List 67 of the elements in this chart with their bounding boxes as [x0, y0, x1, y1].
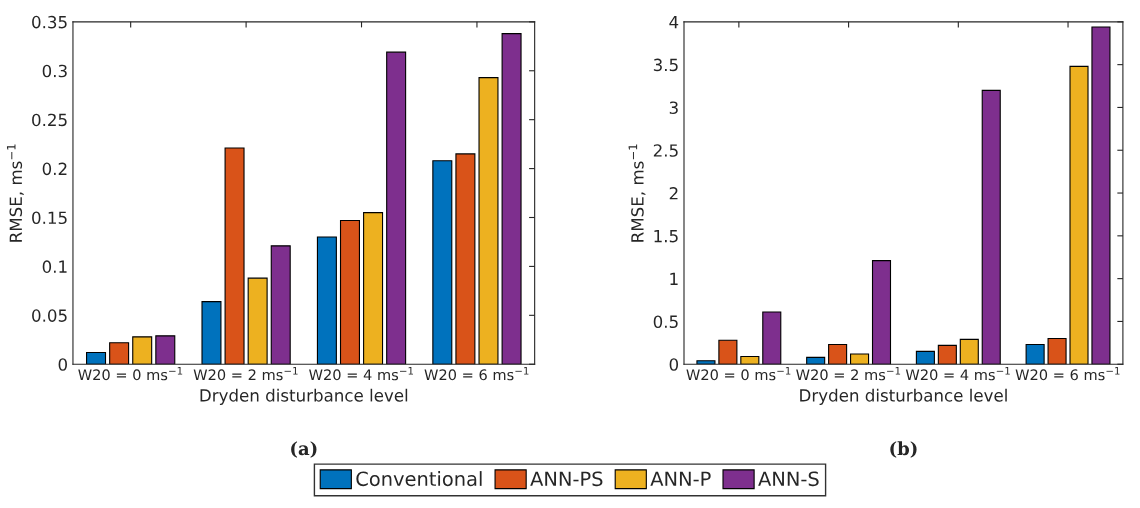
- bar: [201, 301, 222, 365]
- bar: [270, 245, 291, 365]
- bar: [247, 277, 268, 365]
- y-tick-label: 0.35: [32, 15, 67, 29]
- x-tick-label: W20 = 4 ms$^{−1}$: [905, 367, 1010, 381]
- bar: [132, 336, 153, 365]
- y-tick-label: 0.05: [32, 309, 67, 322]
- bar: [386, 51, 407, 365]
- y-tick-label: 3.5: [653, 58, 678, 72]
- y-tick-label: 0.15: [32, 211, 67, 225]
- y-tick-label: 1.5: [654, 230, 678, 243]
- text: (a): [291, 441, 317, 458]
- bar: [828, 343, 848, 365]
- y-tick-label: 0.3: [42, 64, 67, 78]
- bar: [850, 353, 870, 365]
- bar: [959, 338, 979, 365]
- x-axis-title: Dryden disturbance level: [800, 388, 1007, 405]
- y-tick-label: 2.5: [653, 144, 678, 157]
- bar: [363, 212, 384, 365]
- bar: [339, 219, 360, 365]
- bar: [432, 160, 453, 365]
- bar: [455, 153, 476, 365]
- y-axis-title: RMSE, ms$^{−1}$: [628, 144, 646, 242]
- legend-label: ANN-P: [650, 471, 711, 486]
- bar: [1091, 26, 1111, 365]
- legend-label: ANN-S: [758, 471, 819, 487]
- bar: [740, 355, 760, 365]
- x-axis-title: Dryden disturbance level: [200, 388, 408, 405]
- bar: [478, 77, 499, 365]
- text: (b): [890, 441, 917, 458]
- bar: [915, 350, 935, 365]
- y-tick-label: 0.25: [32, 113, 67, 127]
- y-tick-label: 4: [669, 16, 679, 29]
- x-tick-label: W20 = 0 ms$^{−1}$: [686, 367, 791, 381]
- x-tick-label: W20 = 0 ms$^{−1}$: [78, 367, 183, 381]
- y-tick-label: 0: [58, 358, 67, 371]
- y-tick-label: 1: [670, 272, 678, 285]
- bar: [316, 236, 337, 365]
- bar: [762, 311, 782, 365]
- x-tick-label: W20 = 2 ms$^{−1}$: [193, 367, 298, 381]
- y-tick-label: 0.1: [42, 260, 67, 273]
- x-tick-label: W20 = 2 ms$^{−1}$: [796, 367, 901, 381]
- bar: [501, 33, 522, 365]
- bar: [1025, 343, 1045, 365]
- legend-label: ANN-PS: [530, 471, 603, 487]
- y-tick-label: 0: [669, 358, 679, 371]
- y-tick-label: 3: [669, 101, 678, 115]
- legend-label: Conventional: [356, 471, 482, 487]
- bar: [981, 89, 1001, 365]
- bar: [1047, 338, 1067, 365]
- bar: [155, 335, 176, 365]
- bar: [871, 260, 892, 365]
- y-axis-title: RMSE, ms$^{−1}$: [6, 144, 24, 242]
- y-tick-label: 0.5: [653, 315, 678, 329]
- x-tick-label: W20 = 6 ms$^{−1}$: [424, 367, 529, 381]
- x-tick-label: W20 = 4 ms$^{−1}$: [309, 367, 414, 381]
- x-tick-label: W20 = 6 ms$^{−1}$: [1015, 367, 1120, 381]
- bar: [109, 342, 130, 365]
- bar: [696, 360, 716, 365]
- bar: [937, 344, 957, 365]
- y-tick-label: 2: [669, 187, 678, 200]
- y-tick-label: 0.2: [42, 162, 67, 176]
- bar: [806, 356, 826, 365]
- bar: [718, 339, 738, 365]
- bar: [1069, 65, 1089, 365]
- bar: [224, 147, 245, 365]
- bar: [86, 351, 107, 365]
